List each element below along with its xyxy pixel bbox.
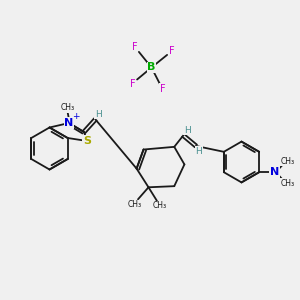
Text: F: F — [169, 46, 174, 56]
Text: CH₃: CH₃ — [60, 103, 75, 112]
Text: B: B — [147, 62, 156, 73]
Text: +: + — [72, 112, 79, 122]
Text: F: F — [130, 79, 136, 89]
Text: N: N — [270, 167, 279, 177]
Text: F: F — [160, 84, 166, 94]
Text: H: H — [184, 126, 191, 135]
Text: CH₃: CH₃ — [153, 201, 167, 210]
Text: CH₃: CH₃ — [280, 178, 295, 188]
Text: H: H — [196, 147, 202, 156]
Text: S: S — [83, 136, 91, 146]
Text: CH₃: CH₃ — [128, 200, 142, 209]
Text: N: N — [64, 118, 74, 128]
Text: CH₃: CH₃ — [280, 157, 295, 166]
Text: H: H — [95, 110, 102, 119]
Text: F: F — [132, 42, 138, 52]
